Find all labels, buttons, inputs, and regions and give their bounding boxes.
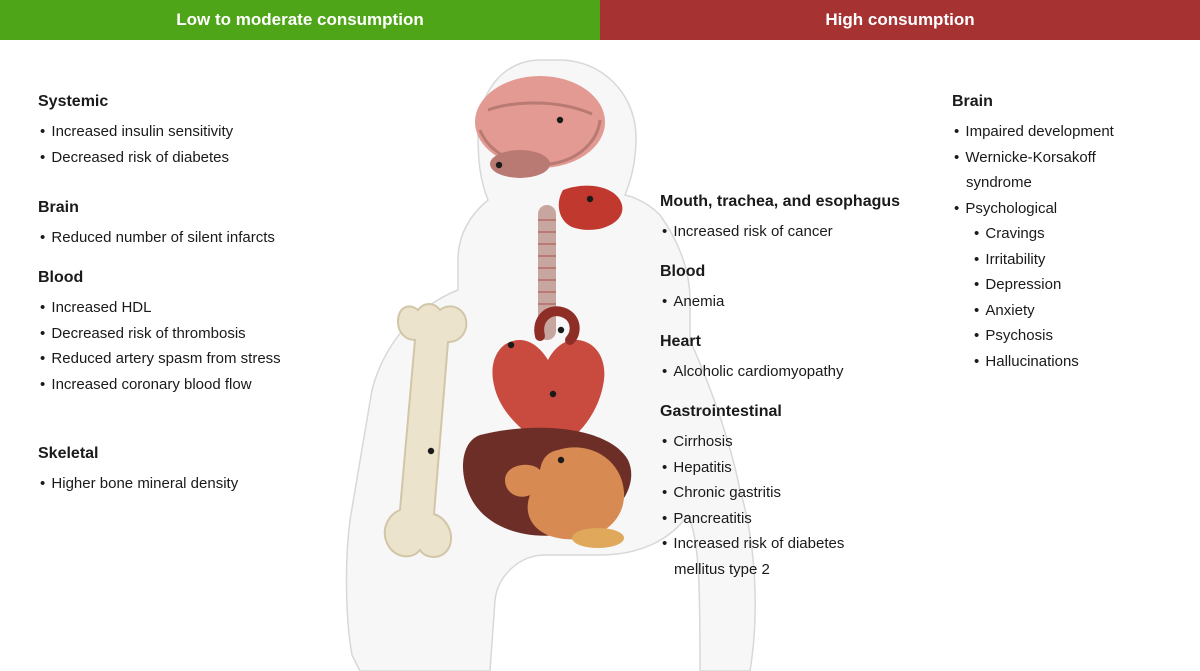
section-items: Increased risk of cancer [660, 219, 930, 245]
list-item: Higher bone mineral density [38, 471, 338, 497]
list-item: Decreased risk of diabetes [38, 145, 338, 171]
section-heart: Heart Alcoholic cardiomyopathy [660, 328, 930, 385]
header-low-moderate: Low to moderate consumption [0, 0, 600, 40]
list-item: Increased coronary blood flow [38, 372, 338, 398]
section-title: Systemic [38, 88, 338, 115]
list-item: Increased risk of diabetes [660, 531, 930, 557]
list-item: Impaired development [952, 119, 1182, 145]
list-item: Increased risk of cancer [660, 219, 930, 245]
section-items: Anemia [660, 289, 930, 315]
section-title: Blood [660, 258, 930, 285]
section-systemic: Systemic Increased insulin sensitivityDec… [38, 88, 338, 170]
list-item: Psychosis [952, 323, 1182, 349]
list-item: Increased insulin sensitivity [38, 119, 338, 145]
list-item: Irritability [952, 247, 1182, 273]
section-blood: Blood Increased HDLDecreased risk of thro… [38, 264, 338, 397]
list-item-continuation: syndrome [952, 170, 1182, 196]
list-item: Increased HDL [38, 295, 338, 321]
list-item: Hallucinations [952, 349, 1182, 375]
section-subitems: CravingsIrritabilityDepressionAnxietyPsy… [952, 221, 1182, 374]
section-items: Reduced number of silent infarcts [38, 225, 338, 251]
list-item: Cirrhosis [660, 429, 930, 455]
list-item: Wernicke-Korsakoff [952, 145, 1182, 171]
list-item: Pancreatitis [660, 506, 930, 532]
section-brain: Brain Reduced number of silent infarcts [38, 194, 338, 251]
section-items: Increased HDLDecreased risk of thrombosi… [38, 295, 338, 397]
section-title: Skeletal [38, 440, 338, 467]
list-item: Decreased risk of thrombosis [38, 321, 338, 347]
section-mouth-trachea-and-esophagus: Mouth, trachea, and esophagus Increased r… [660, 188, 930, 245]
header-high: High consumption [600, 0, 1200, 40]
section-blood: Blood Anemia [660, 258, 930, 315]
section-items: Increased insulin sensitivityDecreased r… [38, 119, 338, 170]
section-items: Impaired developmentWernicke-Korsakoffsy… [952, 119, 1182, 221]
section-title: Brain [38, 194, 338, 221]
section-title: Brain [952, 88, 1182, 115]
list-item: Reduced number of silent infarcts [38, 225, 338, 251]
list-item: Anxiety [952, 298, 1182, 324]
section-items: CirrhosisHepatitisChronic gastritisPancr… [660, 429, 930, 582]
list-item: Depression [952, 272, 1182, 298]
list-item: Alcoholic cardiomyopathy [660, 359, 930, 385]
section-brain: Brain Impaired developmentWernicke-Korsak… [952, 88, 1182, 374]
list-item: Anemia [660, 289, 930, 315]
list-item: Psychological [952, 196, 1182, 222]
section-title: Gastrointestinal [660, 398, 930, 425]
header-left-label: Low to moderate consumption [176, 10, 423, 30]
section-gastrointestinal: Gastrointestinal CirrhosisHepatitisChroni… [660, 398, 930, 582]
header-bar: Low to moderate consumption High consump… [0, 0, 1200, 40]
header-right-label: High consumption [825, 10, 974, 30]
section-title: Mouth, trachea, and esophagus [660, 188, 930, 215]
section-items: Alcoholic cardiomyopathy [660, 359, 930, 385]
list-item: Reduced artery spasm from stress [38, 346, 338, 372]
diagram-content: SystemicIncreased insulin sensitivityDec… [0, 40, 1200, 671]
list-item-continuation: mellitus type 2 [660, 557, 930, 583]
section-title: Heart [660, 328, 930, 355]
section-items: Higher bone mineral density [38, 471, 338, 497]
section-title: Blood [38, 264, 338, 291]
list-item: Cravings [952, 221, 1182, 247]
section-skeletal: Skeletal Higher bone mineral density [38, 440, 338, 497]
list-item: Chronic gastritis [660, 480, 930, 506]
list-item: Hepatitis [660, 455, 930, 481]
